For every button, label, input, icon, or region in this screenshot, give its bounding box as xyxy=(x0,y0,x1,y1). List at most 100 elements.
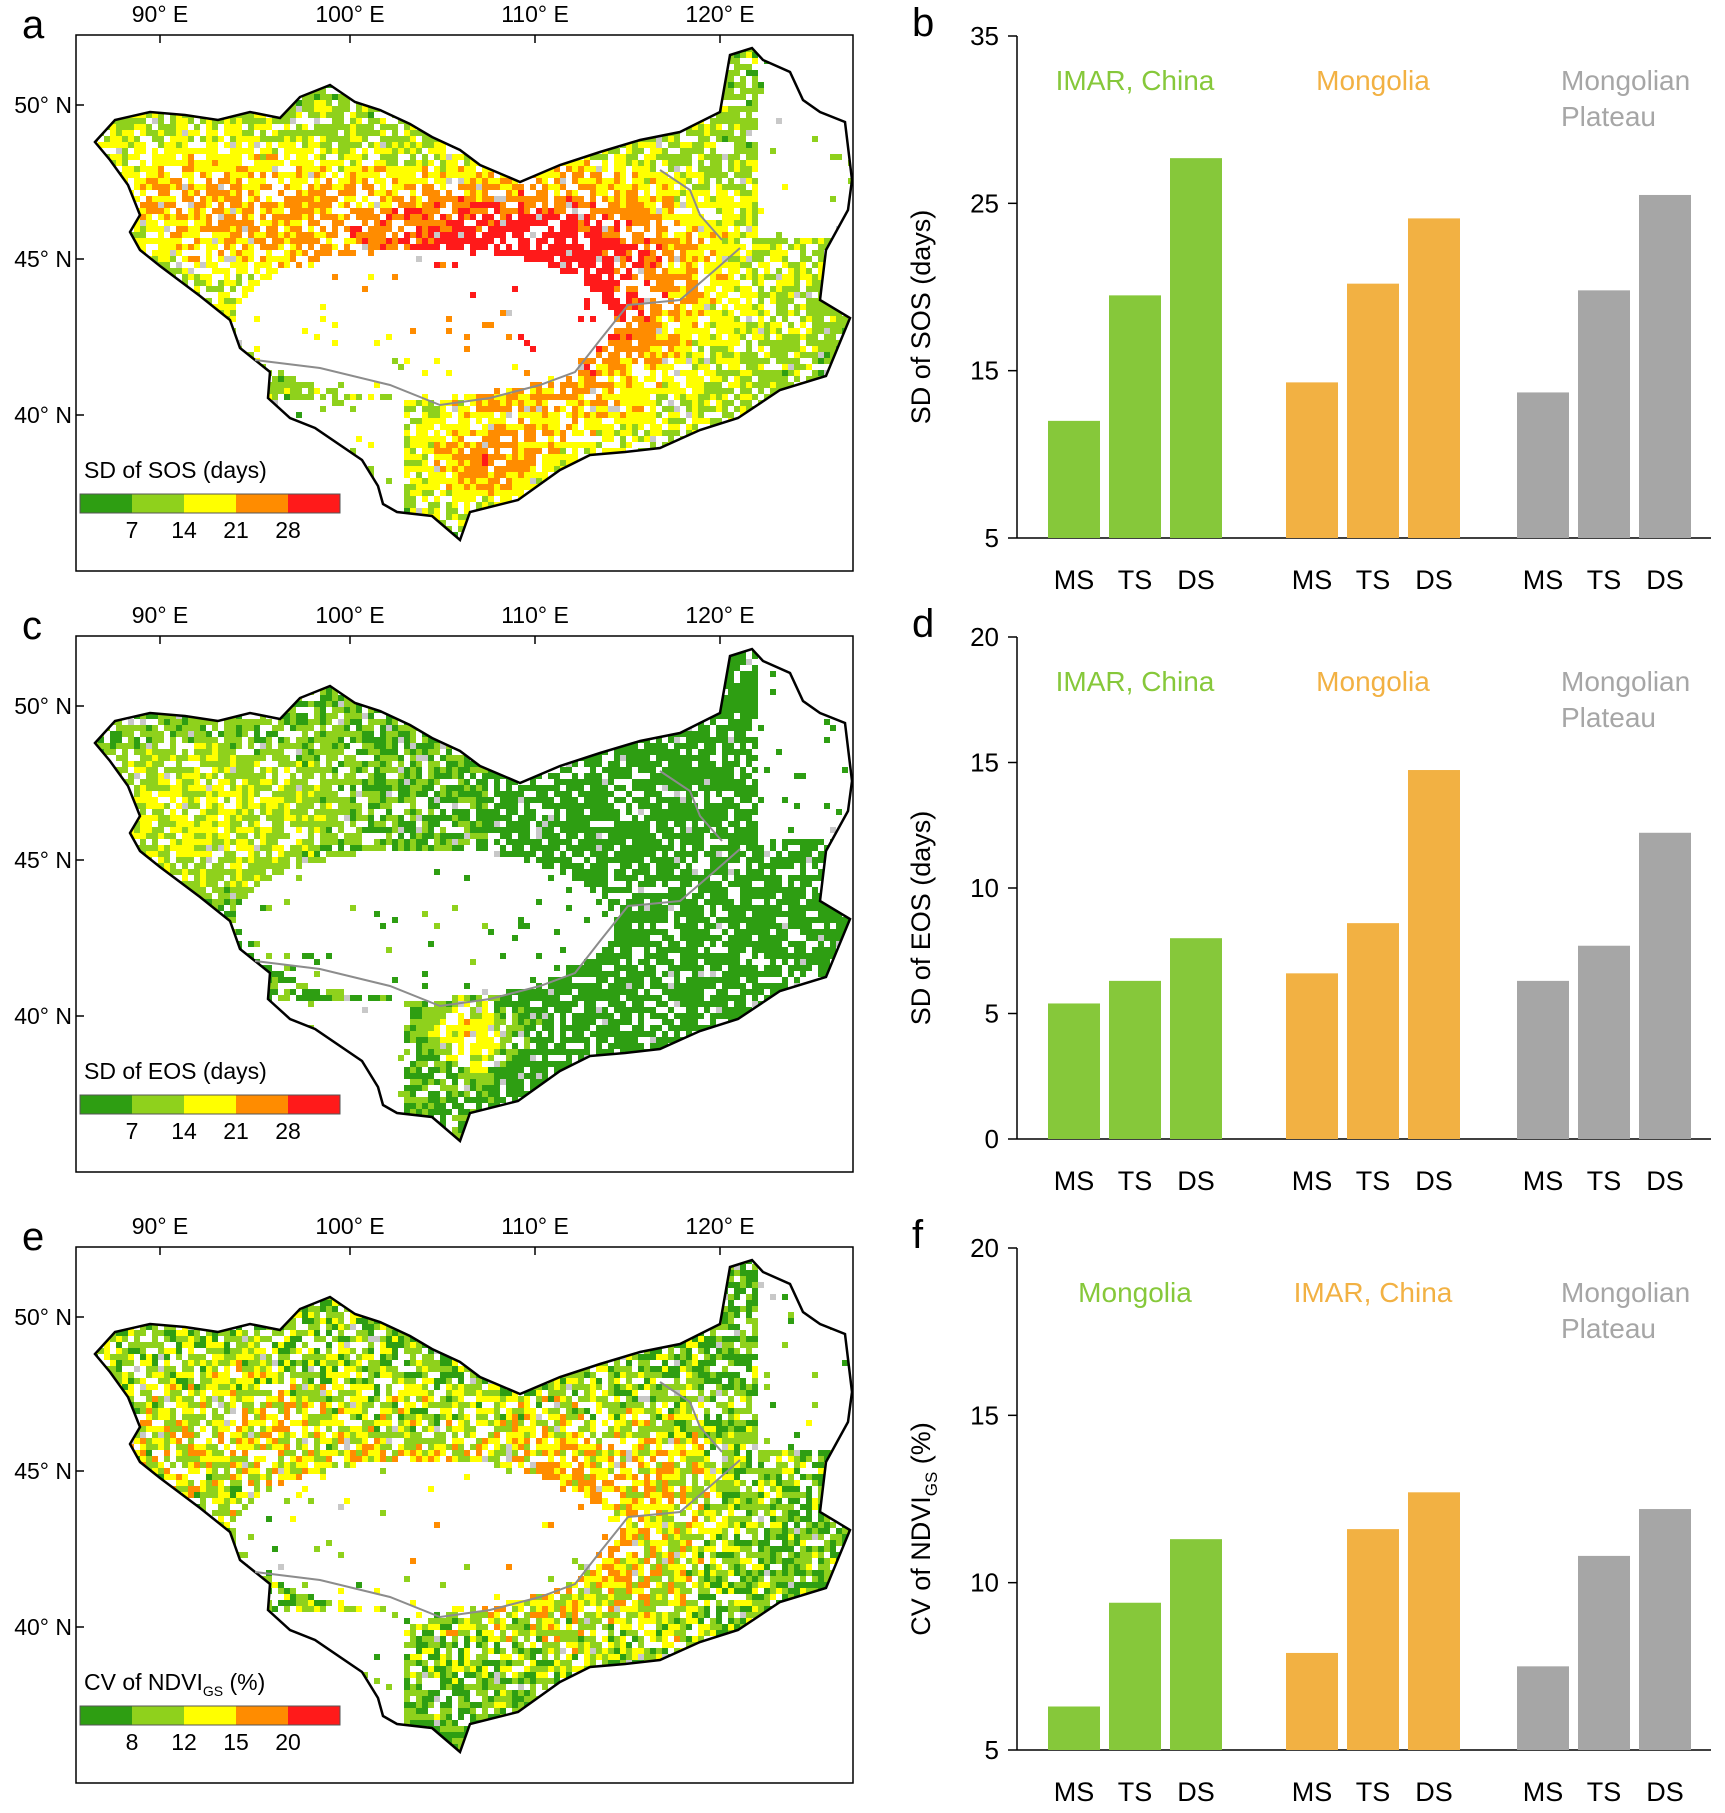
map-pixel xyxy=(566,190,572,196)
map-pixel xyxy=(140,112,146,118)
map-pixel xyxy=(830,310,836,316)
map-pixel xyxy=(620,316,626,322)
map-pixel xyxy=(500,88,506,94)
map-pixel xyxy=(644,196,650,202)
map-pixel xyxy=(404,358,410,364)
map-pixel xyxy=(206,106,212,112)
map-pixel xyxy=(584,94,590,100)
map-pixel xyxy=(578,184,584,190)
map-pixel xyxy=(566,118,572,124)
map-pixel xyxy=(674,340,680,346)
map-pixel xyxy=(194,124,200,130)
map-pixel xyxy=(128,250,134,256)
map-pixel xyxy=(602,76,608,82)
map-pixel xyxy=(746,382,752,388)
map-pixel xyxy=(248,208,254,214)
map-pixel xyxy=(512,226,518,232)
map-pixel xyxy=(644,88,650,94)
map-pixel xyxy=(590,358,596,364)
map-pixel xyxy=(230,280,236,286)
map-pixel xyxy=(578,262,584,268)
map-pixel xyxy=(512,40,518,46)
map-pixel xyxy=(446,190,452,196)
map-pixel xyxy=(98,190,104,196)
map-pixel xyxy=(326,136,332,142)
map-pixel xyxy=(542,214,548,220)
map-pixel xyxy=(344,64,350,70)
map-pixel xyxy=(422,418,428,424)
map-pixel xyxy=(428,52,434,58)
map-pixel xyxy=(230,256,236,262)
map-pixel xyxy=(776,244,782,250)
map-pixel xyxy=(704,364,710,370)
map-pixel xyxy=(95,52,98,58)
map-pixel xyxy=(290,388,296,394)
map-pixel xyxy=(566,376,572,382)
map-pixel xyxy=(488,214,494,220)
map-pixel xyxy=(236,70,242,76)
map-pixel xyxy=(740,376,746,382)
map-pixel xyxy=(446,100,452,106)
map-pixel xyxy=(332,64,338,70)
map-pixel xyxy=(350,232,356,238)
map-pixel xyxy=(362,40,368,46)
map-pixel xyxy=(260,202,266,208)
map-pixel xyxy=(248,382,254,388)
map-pixel xyxy=(194,82,200,88)
map-pixel xyxy=(716,226,722,232)
map-pixel xyxy=(374,340,380,346)
map-pixel xyxy=(746,166,752,172)
map-pixel xyxy=(806,280,812,286)
map-pixel xyxy=(164,376,170,382)
map-pixel xyxy=(362,196,368,202)
map-pixel xyxy=(782,376,788,382)
map-pixel xyxy=(812,346,818,352)
map-pixel xyxy=(128,322,134,328)
map-pixel xyxy=(260,232,266,238)
map-pixel xyxy=(494,88,500,94)
map-pixel xyxy=(146,334,152,340)
map-pixel xyxy=(86,178,92,184)
map-pixel xyxy=(626,376,632,382)
map-pixel xyxy=(206,310,212,316)
map-pixel xyxy=(320,202,326,208)
map-pixel xyxy=(560,64,566,70)
map-pixel xyxy=(470,148,476,154)
map-pixel xyxy=(602,52,608,58)
map-pixel xyxy=(686,328,692,334)
map-pixel xyxy=(320,214,326,220)
map-pixel xyxy=(242,226,248,232)
map-pixel xyxy=(428,94,434,100)
map-pixel xyxy=(746,88,752,94)
map-pixel xyxy=(296,232,302,238)
map-pixel xyxy=(194,226,200,232)
map-pixel xyxy=(566,232,572,238)
map-pixel xyxy=(620,328,626,334)
map-pixel xyxy=(170,382,176,388)
map-pixel xyxy=(182,274,188,280)
map-pixel xyxy=(200,226,206,232)
map-pixel xyxy=(272,256,278,262)
map-pixel xyxy=(704,100,710,106)
map-pixel xyxy=(488,232,494,238)
map-pixel xyxy=(164,340,170,346)
map-pixel xyxy=(638,52,644,58)
map-pixel xyxy=(716,346,722,352)
map-pixel xyxy=(326,130,332,136)
map-pixel xyxy=(290,58,296,64)
map-pixel xyxy=(704,172,710,178)
map-pixel xyxy=(740,394,746,400)
map-pixel xyxy=(110,256,116,262)
map-pixel xyxy=(662,358,668,364)
map-pixel xyxy=(818,358,824,364)
map-pixel xyxy=(95,196,98,202)
map-pixel xyxy=(428,118,434,124)
map-pixel xyxy=(710,40,716,46)
map-pixel xyxy=(404,232,410,238)
map-pixel xyxy=(230,52,236,58)
map-pixel xyxy=(572,214,578,220)
map-pixel xyxy=(458,232,464,238)
map-pixel xyxy=(452,220,458,226)
map-pixel xyxy=(224,142,230,148)
map-pixel xyxy=(104,118,110,124)
